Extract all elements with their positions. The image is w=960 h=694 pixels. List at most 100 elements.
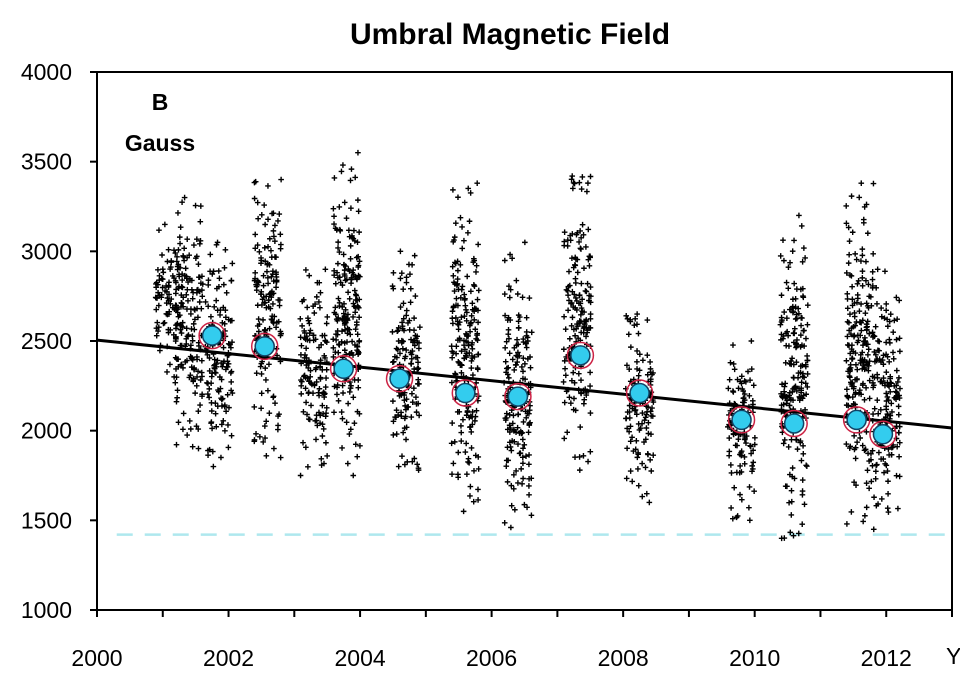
measurement-point: [869, 373, 876, 380]
measurement-point: [303, 267, 309, 273]
measurement-point: [627, 423, 634, 430]
measurement-point: [527, 364, 534, 371]
measurement-point: [317, 289, 324, 296]
measurement-point: [587, 369, 593, 376]
measurement-point: [520, 368, 526, 375]
measurement-point: [843, 203, 850, 209]
measurement-point: [197, 402, 203, 408]
measurement-point: [854, 439, 860, 445]
measurement-point: [725, 385, 732, 392]
mean-marker-ring: [198, 321, 226, 350]
measurement-point: [472, 326, 479, 333]
measurement-point: [332, 349, 339, 355]
measurement-point: [398, 409, 404, 416]
measurement-point: [346, 351, 353, 357]
measurement-point: [873, 468, 879, 475]
measurement-point: [515, 480, 521, 486]
measurement-point: [217, 307, 224, 313]
measurement-point: [211, 356, 218, 363]
measurement-point: [173, 441, 180, 448]
measurement-point: [304, 304, 310, 311]
measurement-point: [566, 394, 573, 401]
measurement-point: [881, 469, 887, 476]
measurement-point: [750, 447, 756, 454]
measurement-point: [790, 397, 796, 403]
measurement-point: [214, 403, 221, 409]
measurement-point: [475, 287, 482, 294]
measurement-point: [876, 449, 882, 456]
measurement-point: [868, 303, 875, 309]
measurement-point: [469, 409, 476, 415]
measurement-point: [266, 361, 272, 368]
measurement-point: [181, 194, 188, 201]
measurement-point: [302, 374, 309, 381]
measurement-point: [343, 215, 350, 221]
x-tick-label: 2002: [203, 645, 254, 671]
measurement-point: [564, 243, 571, 249]
measurement-point: [263, 418, 270, 425]
measurement-point: [853, 256, 860, 263]
measurement-point: [585, 458, 591, 465]
measurement-point: [186, 252, 192, 258]
measurement-point: [575, 335, 581, 342]
measurement-point: [273, 324, 279, 331]
measurement-point: [858, 301, 864, 307]
measurement-point: [357, 273, 363, 280]
measurement-point: [194, 287, 200, 293]
measurement-point: [644, 352, 651, 359]
measurement-point: [416, 345, 422, 352]
measurement-point: [799, 521, 806, 528]
measurement-point: [411, 385, 417, 391]
measurement-point: [510, 485, 517, 492]
measurement-point: [507, 251, 513, 258]
y-tick-label: 2500: [21, 328, 72, 354]
measurement-point: [626, 366, 633, 372]
measurement-point: [509, 420, 516, 427]
measurement-point: [392, 414, 398, 420]
measurement-point: [207, 268, 213, 275]
measurement-point: [505, 457, 511, 464]
measurement-point: [893, 388, 899, 395]
measurement-point: [463, 338, 469, 345]
measurement-point: [266, 325, 273, 332]
measurement-point: [893, 336, 900, 343]
measurement-point: [750, 382, 757, 389]
measurement-point: [306, 330, 313, 336]
measurement-point: [297, 472, 304, 479]
measurement-point: [855, 278, 862, 284]
measurement-point: [895, 411, 902, 418]
measurement-point: [251, 195, 258, 202]
measurement-point: [885, 446, 892, 452]
measurement-point: [583, 392, 590, 398]
measurement-point: [464, 273, 471, 280]
measurement-point: [785, 264, 792, 270]
measurement-point: [352, 326, 359, 333]
measurement-point: [894, 316, 900, 322]
measurement-point: [868, 456, 874, 463]
measurement-point: [886, 359, 892, 365]
measurement-point: [870, 334, 876, 340]
measurement-point: [645, 430, 652, 437]
measurement-point: [802, 380, 809, 387]
measurement-point: [218, 395, 224, 401]
measurement-point: [859, 252, 866, 259]
measurement-point: [876, 347, 882, 354]
measurement-point: [214, 285, 220, 292]
measurement-point: [872, 323, 879, 330]
measurement-point: [794, 337, 800, 343]
measurement-point: [183, 341, 190, 347]
measurement-point: [263, 377, 269, 383]
measurement-point: [852, 251, 858, 257]
measurement-point: [893, 472, 900, 479]
measurement-point: [155, 289, 161, 296]
measurement-point: [469, 345, 476, 352]
measurement-point: [642, 414, 649, 421]
measurement-point: [743, 440, 749, 446]
measurement-point: [893, 294, 900, 301]
measurement-point: [746, 393, 753, 399]
measurement-point: [268, 290, 274, 296]
measurement-point: [260, 272, 267, 279]
measurement-point: [152, 294, 159, 301]
measurement-point: [795, 530, 802, 537]
measurement-point: [304, 411, 310, 418]
